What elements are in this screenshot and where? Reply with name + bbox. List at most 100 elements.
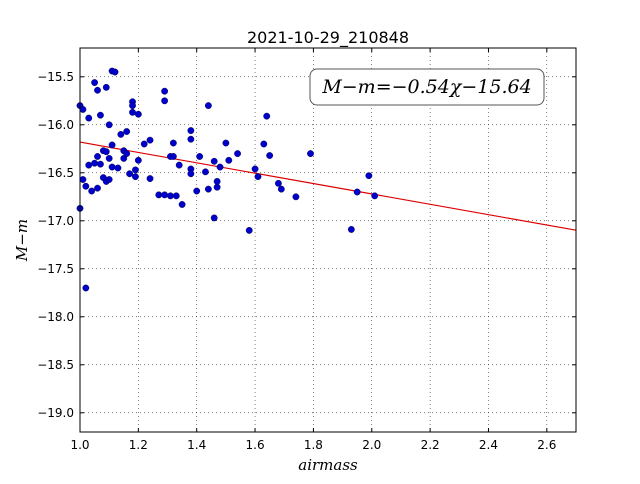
data-point	[132, 173, 139, 181]
fit-equation-text: M−m=−0.54χ−15.64	[321, 76, 531, 98]
data-point	[202, 168, 209, 176]
x-axis-ticks: 1.0 1.2 1.4 1.6 1.8 2.0 2.2 2.4 2.6	[70, 48, 556, 452]
data-point	[245, 226, 253, 234]
data-point	[371, 192, 379, 200]
data-point	[126, 170, 134, 178]
data-point	[108, 141, 116, 149]
chart-title: 2021-10-29_210848	[247, 28, 409, 48]
data-point	[187, 127, 195, 134]
data-point	[266, 152, 274, 159]
data-point	[134, 156, 142, 164]
data-point	[79, 106, 87, 113]
data-point	[129, 108, 136, 116]
data-point	[254, 173, 262, 181]
fit-line-layer	[79, 141, 577, 231]
data-point	[91, 159, 98, 167]
data-point	[365, 172, 373, 180]
data-point	[347, 226, 355, 233]
y-axis-label: M−m	[13, 219, 31, 262]
data-point	[213, 183, 221, 191]
data-point	[123, 128, 131, 135]
data-point	[169, 153, 177, 160]
data-point	[178, 201, 186, 208]
data-point	[193, 187, 201, 195]
data-point	[79, 176, 87, 183]
data-point	[82, 284, 90, 292]
data-point	[274, 179, 282, 187]
data-point	[132, 166, 139, 174]
data-point	[155, 191, 163, 199]
data-point	[172, 192, 180, 200]
data-point	[97, 160, 104, 168]
x-tick-label: 1.8	[304, 438, 323, 452]
data-point	[213, 178, 221, 185]
data-point	[102, 148, 110, 156]
data-point	[140, 140, 148, 148]
data-point	[234, 150, 241, 158]
y-tick-label: −16.5	[37, 166, 74, 180]
data-point	[187, 170, 195, 178]
data-point	[292, 193, 300, 201]
data-point	[134, 110, 142, 118]
data-point	[263, 112, 271, 120]
data-point	[222, 139, 230, 147]
data-point	[187, 135, 195, 143]
x-tick-label: 1.6	[246, 438, 265, 452]
x-tick-label: 1.2	[129, 438, 148, 452]
x-tick-label: 1.4	[187, 438, 206, 452]
data-point	[108, 163, 116, 171]
x-tick-label: 1.0	[70, 438, 89, 452]
plot-area-frame	[79, 47, 577, 433]
data-point	[353, 188, 361, 196]
data-point	[210, 214, 218, 222]
data-point	[91, 79, 98, 86]
data-point	[260, 140, 268, 148]
y-tick-label: −17.0	[37, 214, 74, 228]
data-point	[277, 185, 285, 193]
grid-lines	[79, 48, 576, 432]
data-point	[85, 114, 93, 122]
fit-equation-box-border	[309, 68, 545, 106]
data-point	[97, 111, 104, 119]
data-point	[307, 150, 314, 158]
data-point	[82, 182, 90, 190]
x-tick-label: 2.6	[537, 438, 556, 452]
data-point	[88, 187, 96, 195]
x-axis-label: airmass	[298, 456, 358, 474]
y-tick-label: −15.5	[37, 70, 74, 84]
data-point	[85, 161, 93, 169]
y-tick-label: −16.0	[37, 118, 74, 132]
data-point	[225, 156, 233, 164]
data-point	[129, 102, 136, 110]
data-point	[161, 97, 169, 105]
data-point	[167, 192, 174, 200]
fit-equation-box: M−m=−0.54χ−15.64	[309, 68, 545, 106]
data-point	[105, 121, 113, 129]
data-point	[210, 157, 218, 165]
data-point	[146, 136, 154, 144]
data-point	[161, 191, 169, 199]
data-point	[111, 68, 119, 76]
data-point	[94, 153, 101, 160]
y-axis-ticks: −15.5 −16.0 −16.5 −17.0 −17.5 −18.0 −18.5 −19.0	[37, 70, 576, 420]
data-point	[216, 163, 224, 171]
y-tick-label: −18.5	[37, 358, 74, 372]
y-tick-label: −18.0	[37, 310, 74, 324]
data-point	[204, 185, 212, 193]
data-point	[196, 153, 204, 160]
data-point	[123, 150, 131, 158]
data-point	[94, 184, 101, 192]
data-point	[102, 83, 110, 91]
data-point	[114, 164, 122, 172]
data-point	[251, 165, 259, 173]
data-point	[105, 176, 113, 183]
data-point	[105, 154, 113, 162]
fit-line	[79, 141, 577, 231]
scatter-points	[76, 67, 379, 292]
y-tick-label: −17.5	[37, 262, 74, 276]
data-point	[175, 161, 183, 169]
y-tick-label: −19.0	[37, 406, 74, 420]
data-point	[204, 102, 212, 110]
